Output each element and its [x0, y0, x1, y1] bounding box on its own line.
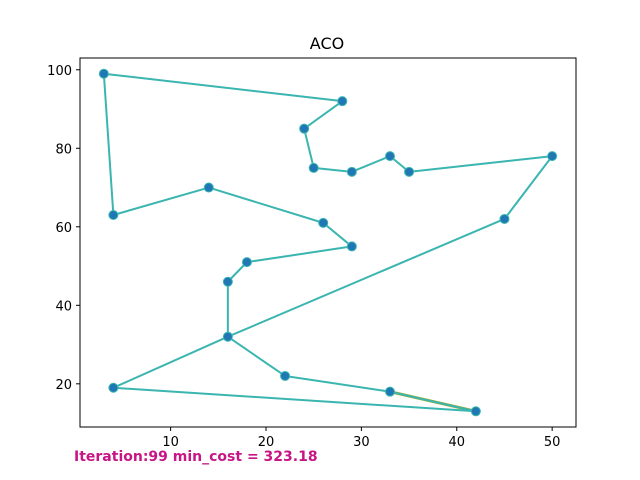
x-tick-label: 10	[162, 435, 179, 450]
route-segment	[102, 72, 344, 103]
route-segment	[389, 390, 477, 413]
city-point	[222, 276, 233, 287]
city-point	[308, 162, 319, 173]
route-segment	[322, 221, 353, 248]
y-tick-label: 40	[55, 299, 72, 314]
route-segment	[303, 100, 344, 130]
axes-frame	[79, 57, 577, 428]
city-point	[203, 182, 214, 193]
city-point	[318, 217, 329, 228]
y-tick-label: 80	[55, 142, 72, 157]
route-segment	[303, 127, 315, 169]
route-segment	[312, 166, 353, 173]
city-point	[241, 257, 252, 268]
city-point	[385, 386, 395, 397]
city-point	[470, 406, 481, 417]
city-point	[280, 370, 291, 381]
x-tick-label: 20	[258, 435, 275, 450]
route-segment	[503, 155, 554, 220]
city-point	[299, 123, 310, 134]
route-segment	[102, 72, 115, 217]
city-point	[385, 151, 395, 162]
route-segment	[112, 335, 229, 389]
chart-title: ACO	[310, 34, 344, 53]
city-points	[98, 68, 558, 417]
axis-ticks: 10 20 30 40 50 20 40 60 80 100	[47, 64, 560, 450]
y-tick-label: 60	[55, 221, 72, 236]
route-segment	[226, 217, 506, 338]
route-segment	[112, 186, 210, 217]
route-segment	[226, 335, 287, 377]
route-segment	[350, 155, 391, 173]
plot-area	[79, 57, 577, 428]
iteration-cost-label: Iteration:99 min_cost = 323.18	[74, 449, 318, 465]
city-point	[346, 241, 357, 252]
x-tick-label: 50	[544, 435, 561, 450]
city-point	[346, 166, 357, 177]
x-tick-label: 30	[353, 435, 370, 450]
city-point	[108, 210, 119, 221]
city-point	[547, 151, 558, 162]
city-point	[337, 96, 348, 107]
y-tick-label: 20	[55, 378, 72, 393]
city-point	[98, 68, 109, 79]
y-tick-label: 100	[47, 64, 72, 79]
route-segment	[284, 374, 391, 393]
city-point	[108, 382, 119, 393]
route-segment	[207, 186, 325, 224]
city-point	[222, 331, 233, 342]
route-segment	[112, 386, 477, 413]
city-point	[404, 166, 415, 177]
route-segment	[245, 245, 353, 264]
city-point	[499, 213, 510, 224]
route-segment	[408, 155, 554, 173]
x-tick-label: 40	[448, 435, 465, 450]
